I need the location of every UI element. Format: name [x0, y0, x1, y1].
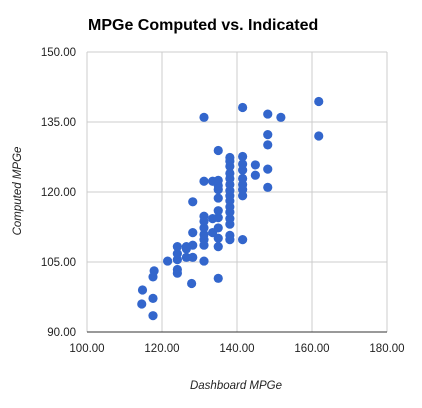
data-point	[213, 145, 223, 156]
x-tick-label: 140.00	[219, 343, 254, 355]
y-tick-label: 150.00	[41, 47, 76, 59]
y-tick-label: 135.00	[41, 117, 76, 129]
data-point	[263, 140, 273, 150]
data-point	[263, 130, 273, 140]
data-point	[225, 230, 235, 240]
data-point	[137, 285, 148, 295]
data-point	[148, 293, 158, 303]
data-point	[137, 299, 147, 309]
data-point	[314, 131, 324, 141]
y-axis-title: Computed MPGe	[12, 147, 24, 236]
data-point	[188, 240, 198, 250]
chart-title: MPGe Computed vs. Indicated	[88, 17, 318, 34]
data-point	[238, 235, 248, 245]
data-point	[188, 197, 198, 207]
data-point	[199, 256, 209, 266]
data-point	[199, 223, 209, 233]
data-point	[172, 249, 182, 259]
data-point	[213, 273, 223, 283]
y-tick-label: 90.00	[47, 327, 76, 339]
data-point	[250, 170, 260, 180]
x-tick-label: 120.00	[144, 343, 179, 355]
y-tick-label: 120.00	[41, 187, 76, 199]
data-point	[225, 168, 235, 178]
data-point	[238, 102, 248, 113]
data-point	[250, 160, 260, 170]
x-tick-label: 160.00	[294, 343, 329, 355]
data-point	[188, 228, 198, 238]
data-point	[187, 278, 197, 289]
data-point	[225, 152, 235, 163]
data-point	[314, 96, 324, 107]
data-point	[238, 151, 248, 162]
x-tick-label: 100.00	[69, 343, 104, 355]
data-point	[199, 176, 209, 186]
x-tick-label: 180.00	[369, 343, 404, 355]
data-point	[163, 256, 173, 266]
data-point	[199, 112, 209, 122]
data-point	[213, 206, 223, 216]
data-point	[213, 193, 223, 203]
data-point	[213, 223, 223, 233]
data-point	[213, 213, 223, 223]
data-point	[263, 182, 273, 192]
tick-labels: 100.00 120.00 140.00 160.00 180.00 90.00 105.0…	[41, 47, 405, 355]
data-point	[199, 211, 209, 221]
data-point	[263, 164, 273, 174]
data-point	[172, 242, 182, 252]
data-point	[213, 233, 223, 243]
data-point	[149, 266, 159, 276]
data-point	[225, 214, 235, 224]
data-point	[199, 229, 209, 240]
x-axis-title: Dashboard MPGe	[190, 380, 282, 392]
data-point	[238, 173, 248, 184]
data-point	[213, 242, 223, 252]
data-point	[213, 175, 223, 185]
data-points	[137, 96, 324, 321]
data-point	[148, 311, 158, 321]
data-point	[181, 252, 191, 262]
data-point	[188, 252, 198, 262]
y-tick-label: 105.00	[41, 257, 76, 269]
data-point	[276, 112, 286, 122]
data-point	[172, 264, 182, 275]
grid-lines	[86, 51, 388, 333]
data-point	[238, 159, 248, 169]
data-point	[263, 109, 273, 119]
